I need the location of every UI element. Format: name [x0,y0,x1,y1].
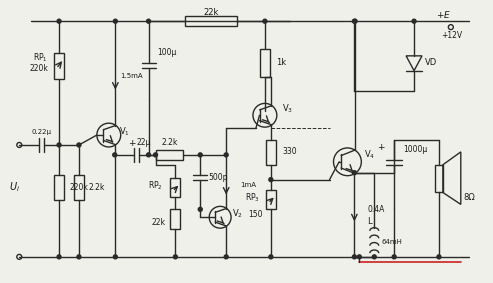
Text: 22µ: 22µ [137,138,151,147]
Text: VD: VD [425,58,437,67]
Circle shape [269,178,273,182]
Text: +: + [377,143,384,153]
Text: 500p: 500p [208,173,228,182]
Circle shape [198,153,202,157]
Circle shape [57,19,61,23]
Text: 22k: 22k [151,218,166,227]
Circle shape [57,143,61,147]
Text: 1mA: 1mA [240,182,256,188]
Bar [185,16,237,26]
Bar [266,190,276,209]
Circle shape [113,153,117,157]
Text: 220k: 220k [69,183,88,192]
Bar [260,49,270,77]
Circle shape [352,171,356,175]
Circle shape [263,19,267,23]
Text: RP$_2$: RP$_2$ [147,179,163,192]
Bar [171,209,180,229]
Circle shape [412,19,416,23]
Circle shape [146,19,150,23]
Circle shape [77,255,81,259]
Circle shape [372,255,376,259]
Text: RP$_1$: RP$_1$ [33,52,48,64]
Text: RP$_3$: RP$_3$ [245,191,260,204]
Circle shape [224,153,228,157]
Text: 1000µ: 1000µ [403,145,427,155]
Bar [266,140,276,165]
Text: V$_2$: V$_2$ [232,207,243,220]
Text: +: + [128,140,136,149]
Text: 8Ω: 8Ω [464,193,476,202]
Text: 1k: 1k [276,58,286,67]
Circle shape [198,207,202,211]
Text: 22k: 22k [204,8,219,17]
Circle shape [77,143,81,147]
Circle shape [437,255,441,259]
Circle shape [357,255,361,259]
Bar [171,178,180,198]
Circle shape [352,255,356,259]
Circle shape [269,255,273,259]
Circle shape [113,19,117,23]
Bar [74,175,84,200]
Text: 0.4A: 0.4A [367,205,385,214]
Bar [54,175,64,200]
Bar [155,150,183,160]
Circle shape [57,255,61,259]
Text: L: L [367,217,372,226]
Circle shape [352,19,356,23]
Circle shape [113,255,117,259]
Text: 150: 150 [248,210,263,219]
Text: 64mH: 64mH [381,239,402,245]
Text: 0.22µ: 0.22µ [31,129,51,135]
Circle shape [174,255,177,259]
Text: 220k: 220k [29,64,48,73]
Text: 2.2k: 2.2k [161,138,177,147]
Text: V$_1$: V$_1$ [119,126,130,138]
Circle shape [153,153,157,157]
Bar [435,165,443,192]
Text: $U_i$: $U_i$ [9,181,20,194]
Circle shape [146,153,150,157]
Text: V$_3$: V$_3$ [282,102,293,115]
Text: $+E$: $+E$ [436,9,452,20]
Text: 1.5mA: 1.5mA [121,73,143,79]
Text: +12V: +12V [441,31,462,40]
Text: 330: 330 [283,147,297,156]
Bar [54,53,64,79]
Text: 100µ: 100µ [157,48,177,57]
Text: 2.2k: 2.2k [89,183,106,192]
Circle shape [224,255,228,259]
Circle shape [353,19,357,23]
Circle shape [392,255,396,259]
Text: V$_4$: V$_4$ [364,149,376,161]
